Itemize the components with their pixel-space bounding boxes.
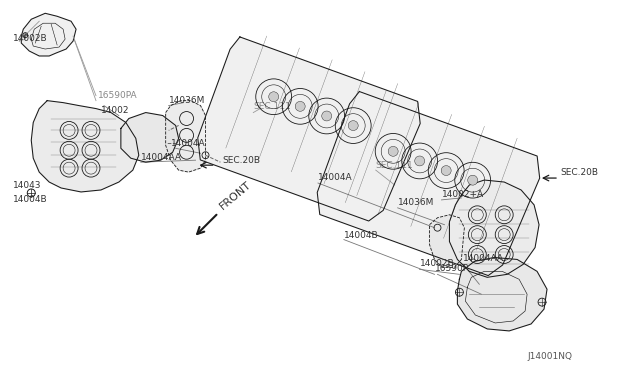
- Text: SEC.20B: SEC.20B: [560, 168, 598, 177]
- Circle shape: [348, 121, 358, 131]
- Polygon shape: [429, 215, 465, 267]
- Text: 14036M: 14036M: [397, 198, 434, 207]
- Polygon shape: [31, 101, 139, 192]
- Text: 14002: 14002: [101, 106, 129, 115]
- Circle shape: [295, 102, 305, 111]
- Text: 14043: 14043: [13, 181, 42, 190]
- Circle shape: [415, 156, 425, 166]
- Circle shape: [322, 111, 332, 121]
- Text: J14001NQ: J14001NQ: [527, 352, 572, 361]
- Text: 14004AA: 14004AA: [141, 153, 182, 162]
- Text: 14004AA: 14004AA: [463, 254, 504, 263]
- Polygon shape: [317, 92, 540, 276]
- Polygon shape: [166, 101, 205, 172]
- Circle shape: [269, 92, 278, 102]
- Polygon shape: [198, 37, 420, 221]
- Text: SEC.20B: SEC.20B: [223, 156, 260, 165]
- Text: SEC.111: SEC.111: [253, 102, 291, 110]
- Circle shape: [441, 166, 451, 176]
- Polygon shape: [458, 257, 547, 331]
- Text: 14036M: 14036M: [169, 96, 205, 105]
- Text: 14002+A: 14002+A: [442, 190, 484, 199]
- Polygon shape: [449, 180, 539, 277]
- Circle shape: [388, 146, 398, 156]
- Text: 14004A: 14004A: [171, 139, 205, 148]
- Circle shape: [468, 175, 477, 185]
- Polygon shape: [121, 113, 179, 162]
- Text: 14004A: 14004A: [318, 173, 353, 182]
- Text: 16590P: 16590P: [435, 264, 468, 273]
- Text: 14004B: 14004B: [344, 231, 378, 240]
- Polygon shape: [21, 13, 76, 56]
- Text: 14004B: 14004B: [13, 195, 48, 204]
- Text: SEC.111: SEC.111: [376, 161, 413, 170]
- Text: 14002B: 14002B: [420, 259, 454, 268]
- Text: 16590PA: 16590PA: [98, 91, 138, 100]
- Text: FRONT: FRONT: [218, 179, 253, 211]
- Text: 14002B: 14002B: [13, 34, 48, 43]
